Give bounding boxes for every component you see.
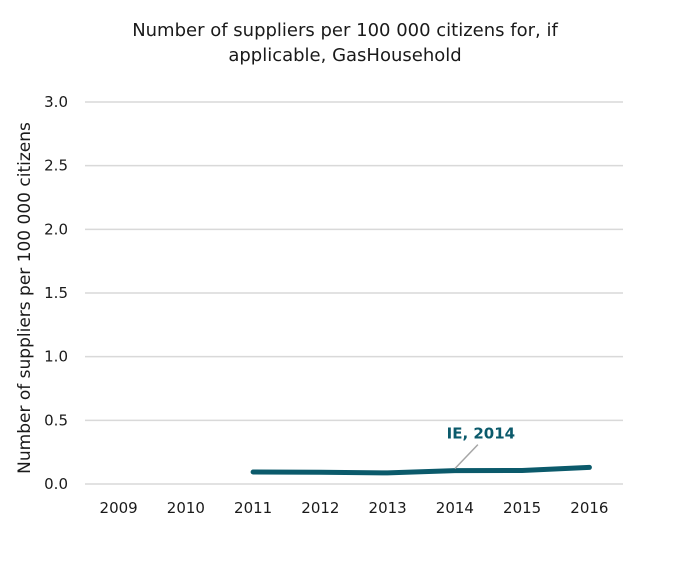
y-axis-label: Number of suppliers per 100 000 citizens	[15, 122, 35, 474]
chart-title-line-1: Number of suppliers per 100 000 citizens…	[132, 20, 558, 41]
gridlines	[85, 101, 623, 485]
x-axis-ticks: 2009 2010 2011 2012 2013 2014 2015 2016	[100, 499, 609, 517]
series-group	[250, 464, 592, 476]
annotations: IE, 2014	[447, 425, 516, 470]
x-tick-label: 2016	[570, 499, 608, 517]
x-tick-label: 2011	[234, 499, 272, 517]
x-tick-label: 2013	[369, 499, 407, 517]
series-line-ie	[250, 464, 592, 476]
x-tick-label: 2014	[436, 499, 474, 517]
y-tick-label: 0.0	[44, 475, 68, 493]
y-axis-ticks: 0.0 0.5 1.0 1.5 2.0 2.5 3.0	[44, 93, 68, 493]
y-tick-label: 0.5	[44, 411, 68, 429]
chart-title-line-2: applicable, GasHousehold	[228, 45, 461, 66]
y-tick-label: 1.0	[44, 348, 68, 366]
y-tick-label: 2.0	[44, 220, 68, 238]
x-tick-label: 2009	[100, 499, 138, 517]
x-tick-label: 2012	[301, 499, 339, 517]
x-tick-label: 2015	[503, 499, 541, 517]
y-tick-label: 1.5	[44, 284, 68, 302]
y-tick-label: 2.5	[44, 157, 68, 175]
annotation-leader-line	[454, 444, 479, 470]
annotation-label: IE, 2014	[447, 425, 516, 443]
x-tick-label: 2010	[167, 499, 205, 517]
y-tick-label: 3.0	[44, 93, 68, 111]
chart-title: Number of suppliers per 100 000 citizens…	[132, 20, 558, 66]
